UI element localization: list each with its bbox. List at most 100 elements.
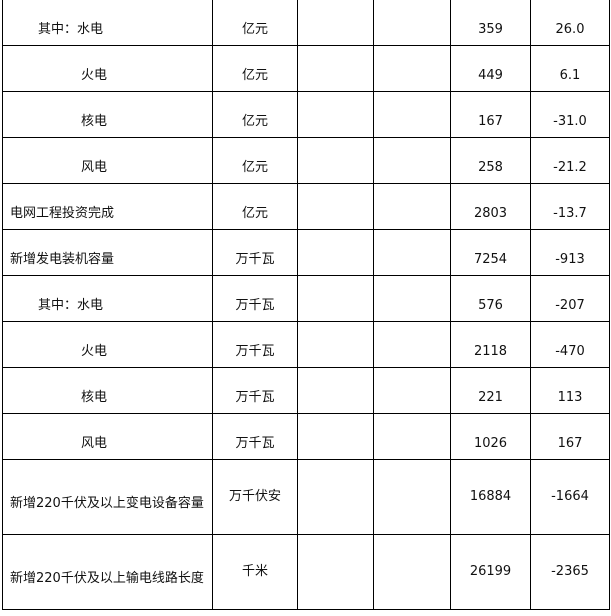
value-cell: 449 xyxy=(450,45,531,92)
row-label: 电网工程投资完成 xyxy=(10,205,115,221)
change-text: -207 xyxy=(555,297,585,313)
empty-cell xyxy=(297,45,374,92)
empty-cell xyxy=(297,534,374,610)
value-text: 2803 xyxy=(473,205,508,221)
col3-text xyxy=(298,430,373,444)
row-name-cell: 风电 xyxy=(2,137,213,184)
change-text: -2365 xyxy=(551,564,589,579)
col3-text xyxy=(298,338,373,352)
change-cell: -31.0 xyxy=(530,91,610,138)
table-row: 新增220千伏及以上输电线路长度 千米 26199 -2365 xyxy=(2,534,610,610)
value-cell: 576 xyxy=(450,275,531,322)
unit-text: 亿元 xyxy=(241,113,268,129)
table-row: 核电 亿元 167 -31.0 xyxy=(2,91,610,138)
col3-text xyxy=(298,384,373,398)
empty-cell xyxy=(297,137,374,184)
row-name-cell: 火电 xyxy=(2,45,213,92)
change-text: -470 xyxy=(555,343,585,359)
empty-cell xyxy=(297,0,374,46)
value-text: 449 xyxy=(478,67,503,83)
row-name-cell: 核电 xyxy=(2,367,213,414)
col4-text xyxy=(374,338,450,352)
col3-text xyxy=(298,200,373,214)
change-cell: -207 xyxy=(530,275,610,322)
col4-text xyxy=(374,200,450,214)
unit-cell: 亿元 xyxy=(212,137,298,184)
value-text: 16884 xyxy=(469,489,512,504)
empty-cell xyxy=(373,459,451,535)
col4-text xyxy=(374,292,450,306)
empty-cell xyxy=(373,534,451,610)
table-row: 其中：水电 万千瓦 576 -207 xyxy=(2,275,610,322)
value-cell: 16884 xyxy=(450,459,531,535)
row-name-cell: 火电 xyxy=(2,321,213,368)
value-text: 7254 xyxy=(473,251,508,267)
change-cell: -13.7 xyxy=(530,183,610,230)
value-text: 258 xyxy=(478,159,503,175)
value-cell: 7254 xyxy=(450,229,531,276)
table-row: 火电 万千瓦 2118 -470 xyxy=(2,321,610,368)
row-name-cell: 新增220千伏及以上变电设备容量 xyxy=(2,459,213,535)
col3-text xyxy=(298,16,373,30)
row-label: 新增发电装机容量 xyxy=(10,251,115,267)
change-text: 6.1 xyxy=(559,67,581,83)
empty-cell xyxy=(373,413,451,460)
unit-text: 亿元 xyxy=(241,205,268,221)
change-text: -13.7 xyxy=(553,205,587,221)
row-label: 风电 xyxy=(81,159,108,175)
empty-cell xyxy=(373,91,451,138)
unit-cell: 万千瓦 xyxy=(212,229,298,276)
row-name-cell: 核电 xyxy=(2,91,213,138)
value-cell: 26199 xyxy=(450,534,531,610)
value-cell: 2803 xyxy=(450,183,531,230)
empty-cell xyxy=(297,91,374,138)
row-label: 火电 xyxy=(81,343,108,359)
col4-text xyxy=(374,108,450,122)
row-label: 其中：水电 xyxy=(38,21,104,37)
change-cell: -21.2 xyxy=(530,137,610,184)
change-text: 26.0 xyxy=(555,21,585,37)
table-row: 新增发电装机容量 万千瓦 7254 -913 xyxy=(2,229,610,276)
unit-text: 万千瓦 xyxy=(235,435,275,451)
unit-cell: 亿元 xyxy=(212,0,298,46)
row-label: 其中：水电 xyxy=(38,297,104,313)
row-label: 新增220千伏及以上变电设备容量 xyxy=(10,495,204,511)
unit-text: 千米 xyxy=(241,564,268,579)
change-cell: -1664 xyxy=(530,459,610,535)
table-row: 火电 亿元 449 6.1 xyxy=(2,45,610,92)
value-cell: 2118 xyxy=(450,321,531,368)
table-row: 核电 万千瓦 221 113 xyxy=(2,367,610,414)
col4-text xyxy=(374,384,450,398)
unit-cell: 千米 xyxy=(212,534,298,610)
empty-cell xyxy=(297,367,374,414)
change-cell: 26.0 xyxy=(530,0,610,46)
change-cell: -913 xyxy=(530,229,610,276)
value-text: 2118 xyxy=(473,343,508,359)
value-text: 26199 xyxy=(469,564,512,579)
unit-text: 亿元 xyxy=(241,159,268,175)
change-text: -31.0 xyxy=(553,113,587,129)
change-text: 167 xyxy=(557,435,583,451)
col4-text xyxy=(374,246,450,260)
row-label: 风电 xyxy=(81,435,108,451)
value-text: 1026 xyxy=(473,435,508,451)
change-text: -1664 xyxy=(551,489,589,504)
unit-text: 万千伏安 xyxy=(228,489,281,504)
col4-text xyxy=(374,16,450,30)
unit-cell: 万千伏安 xyxy=(212,459,298,535)
value-cell: 258 xyxy=(450,137,531,184)
value-text: 359 xyxy=(478,21,503,37)
row-label: 火电 xyxy=(81,67,108,83)
change-cell: 6.1 xyxy=(530,45,610,92)
table-row: 风电 万千瓦 1026 167 xyxy=(2,413,610,460)
unit-cell: 万千瓦 xyxy=(212,275,298,322)
row-label: 核电 xyxy=(81,389,108,405)
value-cell: 167 xyxy=(450,91,531,138)
table-row: 新增220千伏及以上变电设备容量 万千伏安 16884 -1664 xyxy=(2,459,610,535)
empty-cell xyxy=(297,183,374,230)
change-cell: 167 xyxy=(530,413,610,460)
row-name-cell: 其中：水电 xyxy=(2,0,213,46)
row-name-cell: 其中：水电 xyxy=(2,275,213,322)
unit-cell: 亿元 xyxy=(212,45,298,92)
